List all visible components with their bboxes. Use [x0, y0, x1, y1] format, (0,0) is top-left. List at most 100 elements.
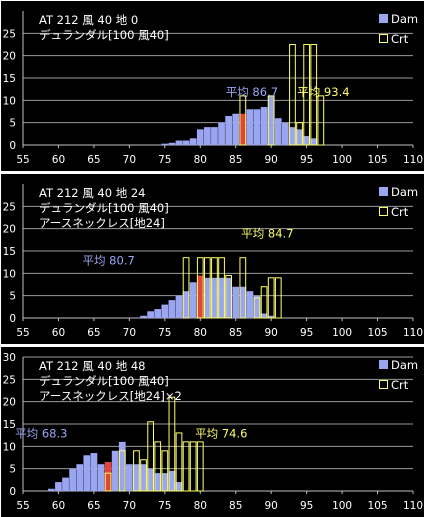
- dam-bar: [62, 477, 69, 491]
- crt-bar: [140, 459, 147, 492]
- crt-bar: [267, 277, 275, 319]
- x-tick-label: 110: [403, 154, 423, 166]
- y-tick-label: 15: [3, 246, 16, 258]
- chart-title-line: AT 212 風 40 地 0: [39, 13, 138, 27]
- y-tick-label: 5: [9, 464, 16, 476]
- crt-bar: [274, 277, 282, 319]
- crt-bar: [118, 450, 126, 492]
- x-tick-label: 85: [229, 500, 242, 512]
- crt-bar: [253, 297, 261, 319]
- dam-bar: [296, 129, 303, 145]
- dam-bar: [211, 127, 218, 145]
- dam-bar: [218, 277, 225, 318]
- y-tick-label: 0: [9, 486, 16, 498]
- dam-bar: [218, 122, 225, 145]
- crt-bar: [147, 421, 155, 492]
- legend-crt-label: Crt: [391, 205, 409, 219]
- y-tick-label: 10: [3, 441, 16, 453]
- y-tick-label: 10: [3, 95, 16, 107]
- x-tick-label: 110: [403, 500, 423, 512]
- x-tick-label: 85: [229, 154, 242, 166]
- dam-bar: [267, 95, 275, 145]
- dam-bar: [168, 142, 176, 145]
- chart-title-line: AT 212 風 40 地 48: [39, 359, 146, 373]
- dam-bar: [182, 140, 190, 145]
- x-tick-label: 65: [87, 327, 100, 339]
- x-tick-label: 55: [16, 154, 29, 166]
- legend-crt-swatch: [379, 34, 388, 43]
- legend-crt-swatch: [379, 380, 388, 389]
- dam-bar: [118, 441, 126, 491]
- x-tick-label: 90: [264, 500, 277, 512]
- average-dam-label: 平均 86.7: [226, 85, 278, 99]
- x-tick-label: 70: [123, 500, 136, 512]
- x-tick-label: 105: [368, 154, 388, 166]
- legend-dam-swatch: [379, 187, 388, 196]
- crt-bar: [267, 95, 275, 146]
- x-tick-label: 95: [300, 154, 313, 166]
- dam-bar: [310, 138, 318, 145]
- x-tick-label: 110: [403, 327, 423, 339]
- y-tick-label: 20: [3, 224, 16, 236]
- crt-bar: [182, 441, 190, 492]
- crt-bar: [317, 95, 325, 146]
- dam-bar: [47, 488, 55, 491]
- x-tick-label: 55: [16, 500, 29, 512]
- dam-bar: [161, 304, 169, 318]
- y-tick-label: 25: [3, 201, 16, 213]
- dam-bar: [76, 464, 84, 491]
- dam-bar: [175, 295, 183, 318]
- crt-bar: [154, 441, 162, 492]
- x-tick-label: 90: [264, 327, 277, 339]
- x-tick-label: 100: [332, 500, 352, 512]
- dam-bar: [246, 291, 254, 318]
- chart-legend: Dam Crt: [379, 358, 418, 392]
- chart-title-line: アースネックレス[地24]×2: [39, 389, 182, 403]
- dam-bar: [239, 286, 247, 318]
- crt-bar: [239, 95, 247, 146]
- dam-bar: [154, 309, 162, 318]
- chart-legend: Dam Crt: [379, 12, 418, 46]
- dam-bar: [97, 464, 105, 491]
- dam-bar: [274, 118, 282, 145]
- dam-bar: [267, 315, 275, 318]
- average-crt-label: 平均 93.4: [297, 85, 349, 99]
- average-dam-label: 平均 80.7: [83, 253, 135, 267]
- dam-bar: [140, 315, 147, 318]
- legend-crt-label: Crt: [391, 378, 409, 392]
- x-tick-label: 60: [52, 154, 65, 166]
- average-dam-label: 平均 68.3: [15, 426, 67, 440]
- dam-bar: [83, 455, 91, 491]
- x-tick-label: 80: [194, 327, 207, 339]
- dam-bar: [232, 286, 240, 318]
- y-tick-label: 15: [3, 419, 16, 431]
- x-tick-label: 100: [332, 327, 352, 339]
- y-tick-label: 25: [3, 28, 16, 40]
- dam-bar: [55, 482, 62, 491]
- crt-bar: [289, 44, 296, 146]
- crt-bar: [196, 441, 204, 492]
- dam-bar: [260, 107, 268, 145]
- crt-bar: [175, 432, 183, 492]
- legend-dam-label: Dam: [391, 185, 418, 199]
- crt-bar: [296, 122, 303, 146]
- damage-histogram-chart-3: 0 5 10 15 20 25 30 55 60 65 70 75 80 85 90 95 100 105 110 A…: [3, 352, 423, 512]
- y-tick-label: 30: [3, 352, 16, 364]
- y-tick-label: 5: [9, 118, 16, 130]
- dam-bar: [196, 129, 204, 145]
- dam-bar: [253, 109, 261, 145]
- x-tick-label: 75: [158, 500, 171, 512]
- dam-bar: [147, 311, 155, 318]
- crt-bar: [133, 450, 140, 492]
- dam-bar: [69, 468, 77, 491]
- legend-dam-swatch: [379, 14, 388, 23]
- x-tick-label: 55: [16, 327, 29, 339]
- crt-bar: [218, 257, 225, 319]
- dam-bar: [161, 473, 169, 491]
- y-tick-label: 0: [9, 140, 16, 152]
- crt-bar: [161, 450, 169, 492]
- crt-bar: [260, 286, 268, 319]
- crt-bar: [203, 257, 211, 319]
- dam-bar: [303, 136, 311, 145]
- crt-bar: [239, 257, 247, 319]
